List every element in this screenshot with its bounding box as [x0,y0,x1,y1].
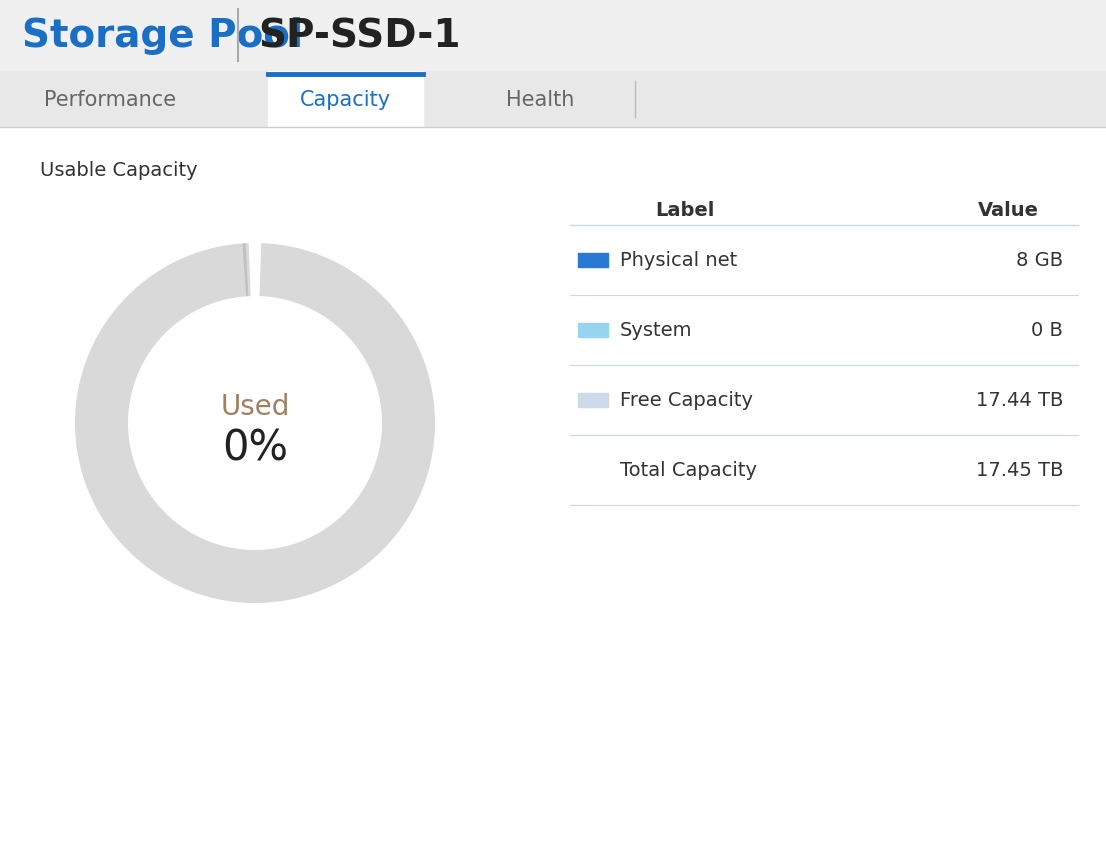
Polygon shape [242,244,249,297]
Text: SP-SSD-1: SP-SSD-1 [258,17,460,55]
Text: Label: Label [656,200,714,219]
Bar [268,72,422,128]
Text: Usable Capacity: Usable Capacity [40,160,198,179]
Bar [0,128,1106,853]
Text: Total Capacity: Total Capacity [620,461,757,480]
Text: 8 GB: 8 GB [1016,251,1063,270]
Text: 0 B: 0 B [1031,321,1063,340]
Text: 17.44 TB: 17.44 TB [975,391,1063,410]
Bar [578,393,608,408]
Text: Physical net: Physical net [620,251,738,270]
Bar [0,72,1106,128]
Text: 17.45 TB: 17.45 TB [975,461,1063,480]
Text: Storage Pool: Storage Pool [22,17,303,55]
Text: Free Capacity: Free Capacity [620,391,753,410]
Text: Health: Health [505,90,574,110]
Text: 0%: 0% [222,426,288,468]
Text: System: System [620,321,692,340]
Polygon shape [75,244,435,603]
Text: Capacity: Capacity [300,90,390,110]
Bar [578,323,608,338]
Bar [578,253,608,268]
Text: Value: Value [978,200,1039,219]
Text: Used: Used [220,393,290,421]
Text: Performance: Performance [44,90,176,110]
Bar [0,0,1106,72]
